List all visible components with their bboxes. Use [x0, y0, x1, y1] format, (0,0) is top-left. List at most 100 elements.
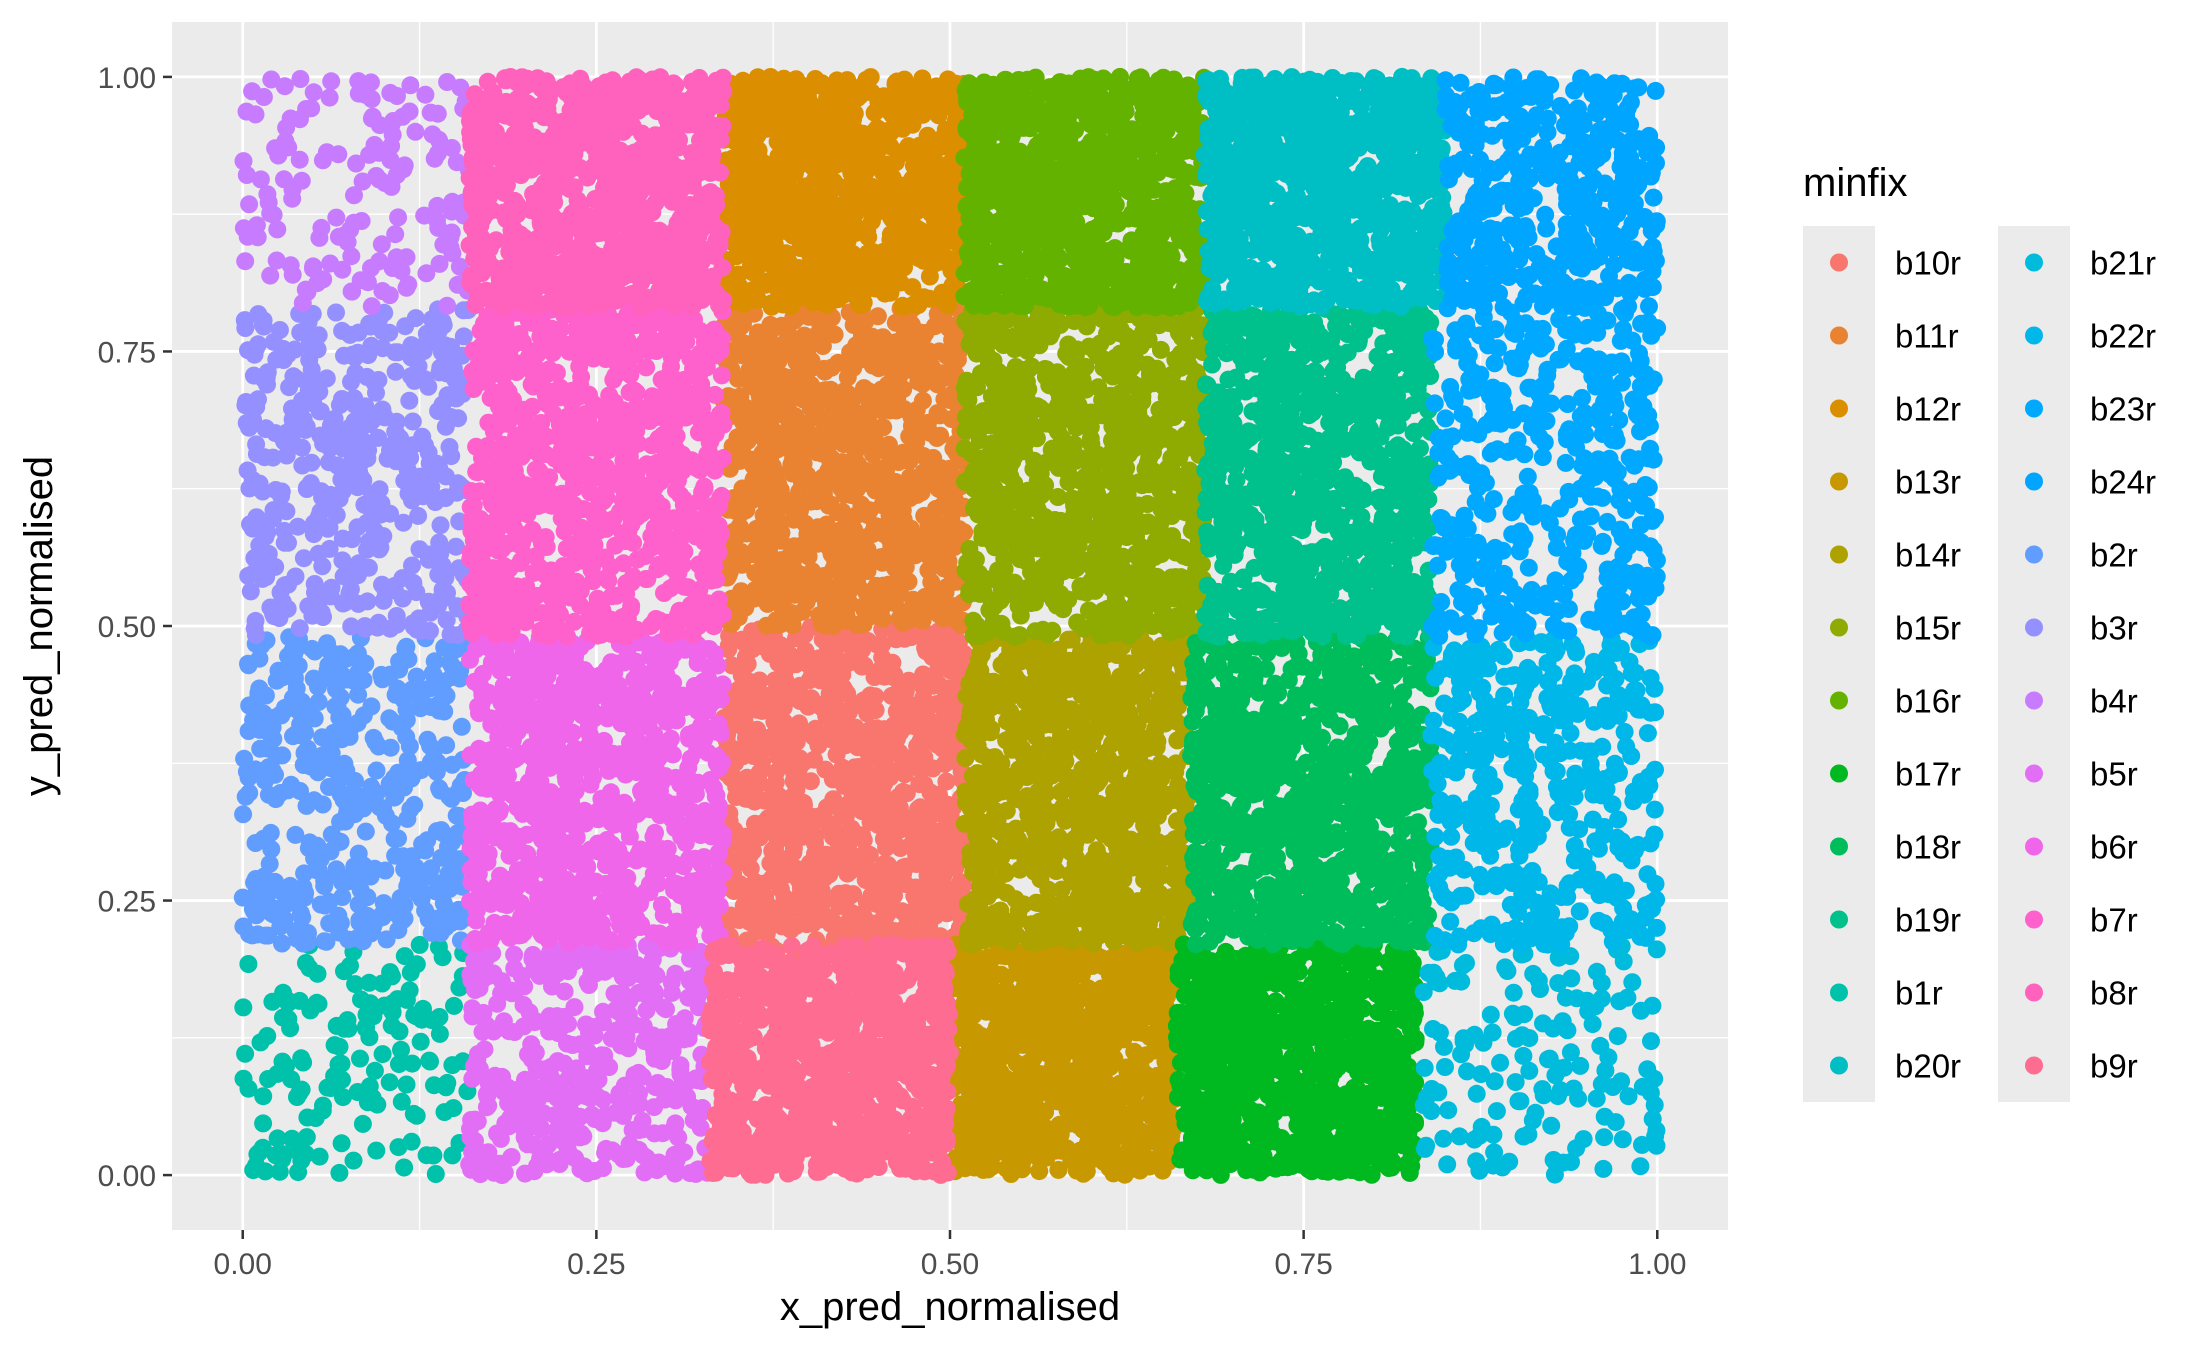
data-point — [996, 835, 1015, 854]
data-point — [1158, 669, 1176, 688]
data-point — [931, 426, 950, 445]
data-point — [821, 434, 840, 453]
data-point — [868, 719, 886, 738]
data-point — [1140, 856, 1159, 875]
data-point — [944, 331, 963, 350]
data-point — [1007, 926, 1026, 945]
data-point — [815, 527, 834, 546]
data-point — [1166, 830, 1185, 849]
data-point — [1101, 1129, 1120, 1148]
data-point — [964, 1006, 983, 1025]
data-point — [910, 145, 929, 164]
data-point — [895, 611, 914, 630]
data-point — [888, 360, 907, 379]
data-point — [1103, 719, 1122, 738]
data-point — [923, 459, 942, 478]
data-point — [824, 727, 843, 746]
data-point — [1044, 850, 1063, 869]
data-point — [888, 511, 907, 529]
data-point — [959, 1043, 978, 1062]
data-point — [872, 380, 891, 399]
data-point — [1105, 782, 1124, 801]
data-point — [1028, 1128, 1047, 1147]
data-point — [730, 277, 749, 296]
data-point — [876, 256, 895, 275]
data-point — [879, 811, 898, 830]
data-point — [757, 366, 776, 385]
data-point — [984, 680, 1002, 698]
data-point — [991, 928, 1010, 946]
data-point — [1078, 825, 1097, 844]
data-point — [1130, 1123, 1149, 1142]
data-point — [1032, 958, 1051, 977]
data-point — [977, 863, 996, 882]
data-point — [850, 295, 869, 314]
data-point — [1086, 677, 1105, 696]
data-point — [885, 886, 903, 905]
data-point — [768, 705, 787, 724]
data-point — [1051, 948, 1069, 967]
data-point — [1065, 839, 1084, 858]
data-point — [744, 842, 762, 860]
data-point — [1138, 1004, 1156, 1023]
data-point — [1033, 920, 1052, 939]
data-point — [769, 748, 788, 767]
data-point — [1134, 895, 1153, 914]
data-point — [775, 373, 794, 392]
series-b13r — [941, 935, 1186, 1184]
data-point — [777, 247, 796, 266]
data-point — [1169, 775, 1188, 794]
data-point — [765, 422, 784, 441]
data-point — [1145, 799, 1164, 818]
data-point — [1156, 1137, 1174, 1156]
data-point — [849, 81, 868, 100]
data-point — [800, 671, 819, 690]
data-point — [787, 765, 805, 784]
data-point — [833, 453, 852, 472]
data-point — [815, 647, 834, 666]
data-point — [791, 648, 810, 667]
data-point — [984, 1121, 1003, 1140]
data-point — [1002, 1107, 1021, 1125]
data-point — [1138, 670, 1157, 689]
data-point — [760, 900, 779, 919]
series-b10r — [715, 618, 973, 965]
data-point — [867, 517, 886, 536]
data-point — [810, 476, 828, 495]
data-point — [1065, 707, 1084, 726]
data-point — [873, 461, 892, 480]
data-point — [924, 180, 943, 199]
data-point — [775, 888, 794, 907]
data-point — [941, 709, 960, 728]
data-point — [803, 829, 822, 847]
data-point — [830, 207, 849, 226]
data-point — [763, 521, 782, 540]
data-point — [758, 730, 777, 749]
data-point — [846, 718, 865, 737]
data-point — [774, 822, 793, 841]
data-point — [1117, 996, 1136, 1015]
data-point — [866, 204, 885, 223]
data-point — [746, 256, 765, 275]
data-point — [761, 854, 780, 873]
data-point — [769, 654, 788, 673]
data-point — [726, 502, 745, 521]
data-point — [1125, 787, 1144, 806]
data-point — [763, 107, 782, 126]
data-point — [771, 551, 790, 570]
data-point — [845, 422, 864, 441]
data-point — [931, 795, 950, 813]
data-point — [827, 745, 846, 764]
data-point — [856, 408, 875, 427]
data-point — [1078, 771, 1097, 790]
data-point — [1079, 979, 1098, 998]
data-point — [838, 368, 857, 387]
data-point — [920, 289, 939, 308]
data-point — [743, 640, 762, 659]
data-point — [887, 630, 906, 649]
data-point — [1009, 995, 1027, 1014]
data-point — [915, 748, 934, 767]
data-point — [1039, 880, 1058, 899]
data-point — [1090, 1006, 1109, 1025]
data-point — [1033, 645, 1052, 663]
